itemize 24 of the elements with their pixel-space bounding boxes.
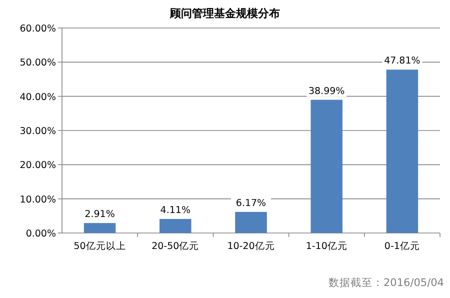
bar xyxy=(235,212,267,233)
x-tick-label: 0-1亿元 xyxy=(384,241,420,252)
y-tick-label: 60.00% xyxy=(20,24,56,34)
data-label: 4.11% xyxy=(160,204,190,216)
x-tick-label: 1-10亿元 xyxy=(306,241,348,252)
x-tick-label: 50亿元以上 xyxy=(74,240,126,252)
data-label: 2.91% xyxy=(84,209,115,220)
y-tick-label: 0.00% xyxy=(26,228,56,240)
x-tick-label: 10-20亿元 xyxy=(227,241,275,252)
y-tick-label: 50.00% xyxy=(20,58,56,69)
bar xyxy=(84,223,116,233)
data-label: 38.99% xyxy=(308,86,345,97)
y-tick-label: 20.00% xyxy=(20,160,56,172)
data-label: 47.81% xyxy=(384,56,420,67)
data-label: 6.17% xyxy=(236,198,266,209)
y-tick-label: 40.00% xyxy=(20,92,56,103)
y-tick-label: 30.00% xyxy=(20,126,56,137)
text: 数据截至：2016/05/04 xyxy=(328,276,444,289)
chart-title: 顾问管理基金规模分布 xyxy=(169,7,280,20)
bar xyxy=(160,218,192,233)
bar xyxy=(386,70,418,233)
bar xyxy=(310,100,342,233)
x-tick-label: 20-50亿元 xyxy=(152,241,200,252)
y-tick-label: 10.00% xyxy=(20,194,56,206)
